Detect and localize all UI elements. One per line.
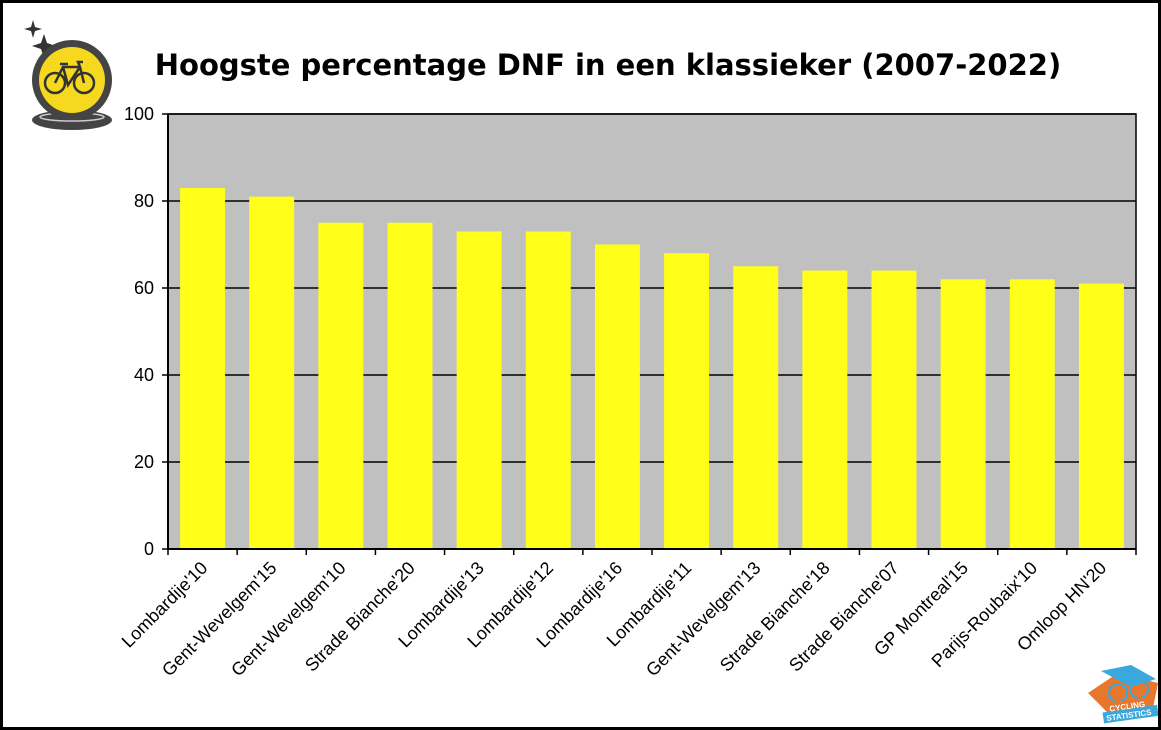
bar-omloop-hn-20	[1078, 283, 1124, 549]
x-tick-label: Gent-Wevelgem'13	[642, 558, 764, 680]
y-tick-label: 40	[134, 365, 154, 385]
bar-gent-wevelgem-13	[733, 266, 779, 549]
plot-area	[168, 114, 1136, 549]
bar-gp-montreal-15	[940, 279, 986, 549]
cycling-statistics-logo: CYCLING STATISTICS	[1088, 665, 1158, 724]
y-tick-label: 0	[144, 539, 154, 559]
y-tick-label: 100	[124, 104, 154, 124]
y-tick-label: 20	[134, 452, 154, 472]
bar-gent-wevelgem-10	[318, 222, 364, 549]
bar-strade-bianche-20	[387, 222, 433, 549]
x-tick-label: Gent-Wevelgem'15	[158, 558, 280, 680]
bar-chart: Hoogste percentage DNF in een klassieker…	[24, 20, 1158, 724]
chart-title: Hoogste percentage DNF in een klassieker…	[155, 48, 1061, 82]
bar-lombardije-13	[456, 231, 502, 549]
bar-strade-bianche-18	[802, 270, 848, 549]
bar-parijs-roubaix-10	[1009, 279, 1055, 549]
x-tick-label: Gent-Wevelgem'10	[227, 558, 349, 680]
y-tick-label: 80	[134, 191, 154, 211]
bar-gent-wevelgem-15	[249, 196, 295, 549]
bar-lombardije-11	[664, 253, 710, 549]
bar-lombardije-16	[594, 244, 640, 549]
crystal-ball-logo	[24, 20, 112, 130]
bar-lombardije-10	[180, 187, 226, 549]
bar-strade-bianche-07	[871, 270, 917, 549]
y-tick-label: 60	[134, 278, 154, 298]
bar-lombardije-12	[525, 231, 571, 549]
